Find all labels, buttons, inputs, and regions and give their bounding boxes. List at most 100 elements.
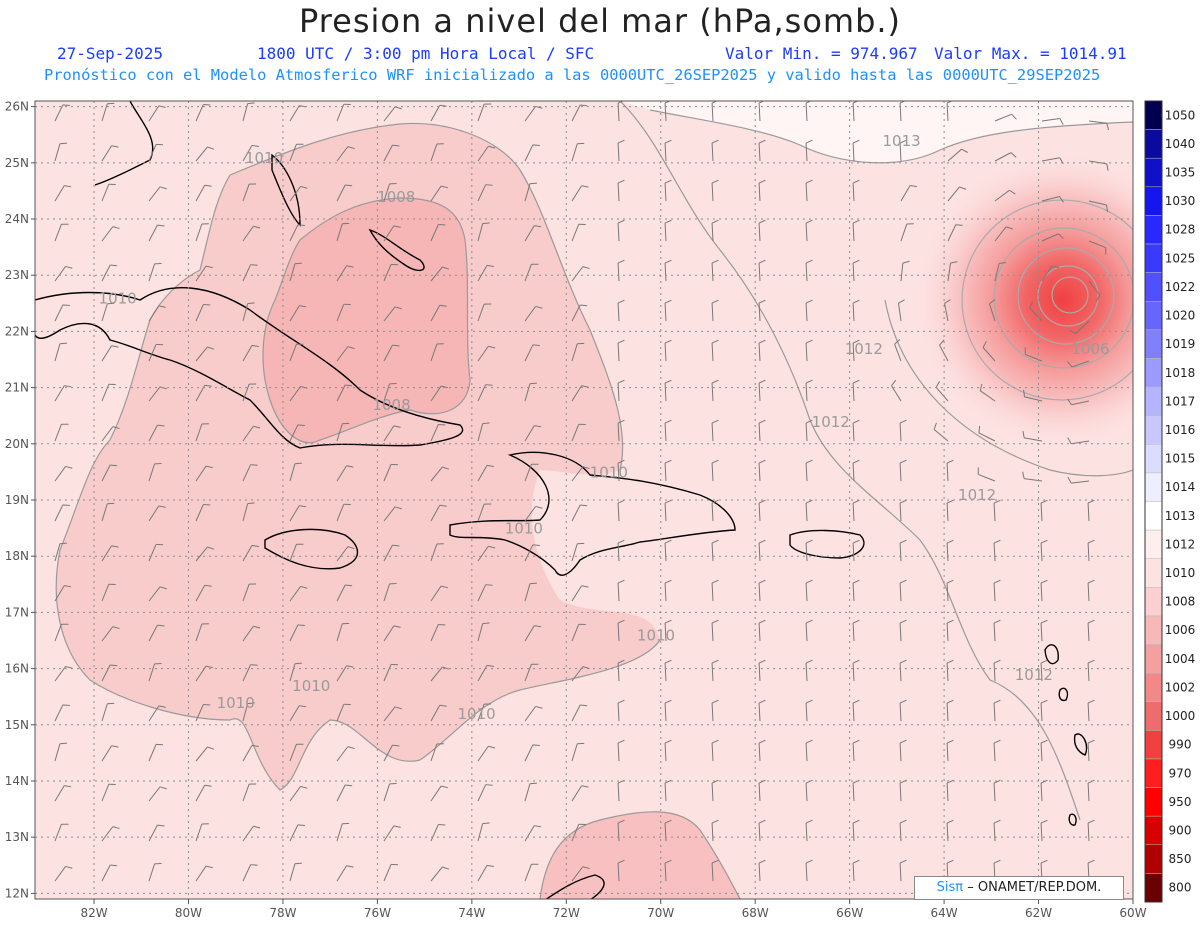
wind-barb: [993, 822, 996, 842]
wind-barb: [946, 102, 949, 122]
wind-barb-flag: [664, 379, 672, 384]
wind-barb-flag: [110, 664, 118, 667]
wind-barb: [1087, 702, 1090, 722]
wind-barb: [711, 222, 714, 242]
wind-barb: [54, 504, 64, 522]
wind-barb-flag: [711, 379, 719, 384]
lat-lon-grid: [35, 101, 1133, 899]
wind-barb-flag: [442, 466, 450, 470]
wind-barb: [524, 183, 531, 202]
wind-barb: [571, 385, 582, 402]
wind-barb-flag: [250, 664, 258, 666]
wind-barb: [946, 662, 949, 682]
legend-label: 1050: [1165, 108, 1196, 122]
legend-label: 1002: [1165, 680, 1196, 694]
wind-barb-flag: [899, 699, 907, 704]
wind-barb: [336, 823, 343, 842]
wind-barb: [430, 824, 439, 842]
lat-tick-label: 16N: [5, 662, 29, 676]
wind-barb-flag: [1087, 499, 1095, 504]
wind-barb-flag: [159, 186, 167, 190]
legend-label: 1017: [1165, 394, 1196, 408]
wind-barb: [430, 785, 442, 802]
wind-barb-flag: [933, 422, 937, 430]
wind-barb: [101, 626, 114, 642]
wind-barb: [758, 542, 761, 562]
wind-barb-flag: [1029, 301, 1034, 309]
wind-barb-flag: [1040, 739, 1048, 744]
wind-barb-flag: [251, 544, 259, 548]
wind-barb: [852, 622, 855, 642]
lon-tick-label: 62W: [1025, 906, 1052, 920]
wind-barb: [242, 625, 254, 642]
wind-barb: [982, 347, 996, 362]
wind-barb: [1040, 502, 1043, 522]
wind-barb: [524, 744, 534, 762]
wind-barb-flag: [294, 262, 302, 265]
wind-barb-flag: [580, 504, 588, 507]
wind-barb-flag: [1011, 113, 1017, 120]
contour-label: 1012: [958, 486, 996, 504]
wind-barb-flag: [532, 344, 540, 346]
wind-barb: [946, 542, 949, 562]
isobar-ring: [1051, 276, 1089, 314]
wind-barb-flag: [1095, 295, 1101, 302]
legend-swatch: [1144, 472, 1163, 502]
wind-barb-flag: [65, 665, 73, 669]
wind-barb: [195, 423, 203, 442]
wind-barb: [148, 144, 157, 162]
wind-barb: [947, 263, 951, 282]
wind-barb: [195, 265, 207, 282]
wind-barb-flag: [440, 185, 448, 189]
wind-barb-flag: [534, 425, 542, 428]
wind-barb-flag: [64, 185, 72, 188]
wind-barb: [101, 145, 112, 162]
wind-barb: [711, 182, 714, 202]
wind-barb-flag: [111, 745, 119, 748]
wind-barb-flag: [110, 864, 118, 867]
wind-barb-flag: [852, 539, 860, 544]
wind-barb: [524, 664, 532, 682]
wind-barb-flag: [950, 261, 958, 264]
wind-barb-flag: [993, 579, 1001, 584]
wind-barb: [383, 306, 396, 322]
wind-barb: [195, 146, 208, 162]
wind-barb: [477, 545, 489, 562]
wind-barb: [946, 702, 949, 722]
wind-barb-flag: [805, 579, 813, 584]
wind-barb: [383, 225, 395, 242]
wind-barb-flag: [664, 339, 672, 344]
wind-barb-flag: [711, 179, 719, 184]
wind-barb-flag: [852, 219, 860, 224]
wind-barb: [758, 702, 761, 722]
wind-barb-flag: [664, 579, 672, 584]
wind-barb-flag: [1106, 204, 1109, 213]
wind-barb: [571, 185, 582, 202]
wind-barb: [852, 542, 855, 562]
lon-tick-label: 80W: [175, 906, 202, 920]
wind-barb-flag: [250, 464, 258, 466]
wind-barb: [617, 222, 620, 242]
wind-barb-flag: [664, 459, 672, 464]
isobar-1012: [619, 101, 1081, 821]
wind-barb-flag: [1087, 619, 1095, 624]
field-1013-region: [620, 101, 1133, 163]
wind-barb-flag: [617, 659, 625, 664]
wind-barb-flag: [805, 819, 813, 824]
wind-barb-flag: [711, 419, 719, 424]
wind-barb-flag: [852, 659, 860, 664]
wind-barb: [617, 582, 620, 602]
wind-barb: [805, 822, 808, 842]
wind-barb: [289, 744, 297, 762]
wind-barb: [242, 864, 252, 882]
wind-barb-flag: [664, 619, 672, 624]
wind-barb: [993, 702, 996, 722]
wind-barb-flag: [946, 779, 954, 784]
wind-barb-flag: [805, 779, 813, 784]
wind-barb-flag: [664, 419, 672, 424]
wind-barb-flag: [534, 825, 542, 828]
wind-barb: [101, 503, 108, 522]
wind-barb: [195, 546, 208, 562]
wind-barb: [617, 662, 620, 682]
legend-swatch: [1144, 100, 1163, 130]
